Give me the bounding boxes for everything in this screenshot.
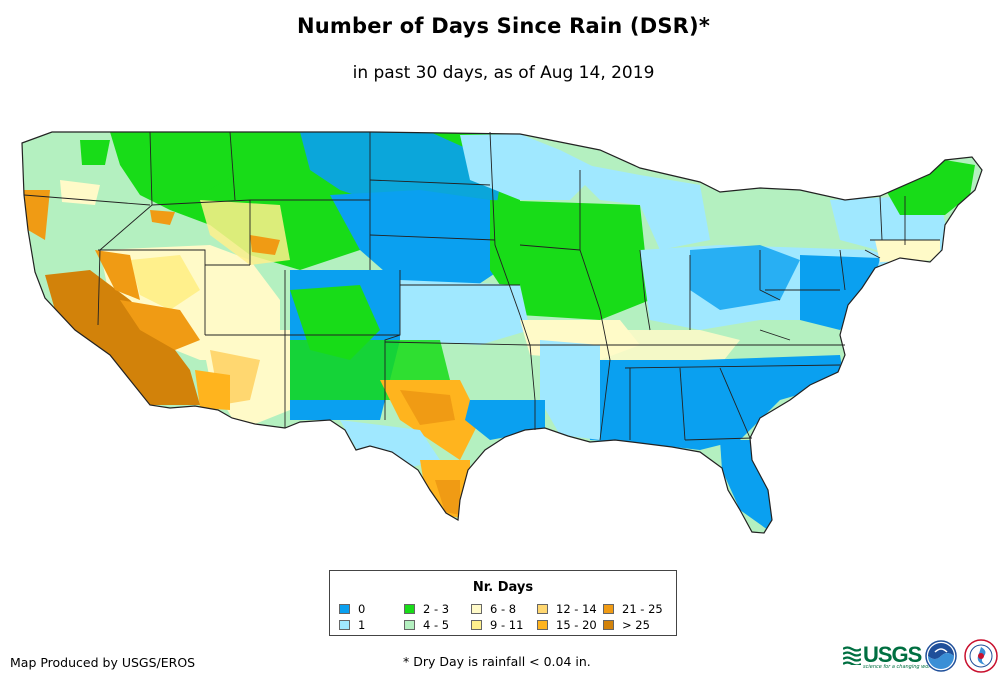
- map-legend: Nr. Days 0 1 2 - 3 4 - 5 6 - 8 9 - 11 12…: [329, 570, 677, 636]
- noaa-logo-icon: [925, 640, 957, 672]
- legend-item-gt-25: > 25: [603, 619, 650, 631]
- legend-swatch-15-20: [537, 620, 548, 630]
- legend-label-15-20: 15 - 20: [556, 618, 597, 632]
- legend-swatch-12-14: [537, 604, 548, 614]
- legend-item-12-14: 12 - 14: [537, 603, 597, 615]
- legend-label-gt-25: > 25: [622, 618, 650, 632]
- legend-label-6-8: 6 - 8: [490, 602, 517, 616]
- usgs-wave-icon: [843, 646, 861, 665]
- legend-swatch-2-3: [404, 604, 415, 614]
- legend-item-15-20: 15 - 20: [537, 619, 597, 631]
- legend-label-12-14: 12 - 14: [556, 602, 597, 616]
- legend-item-4-5: 4 - 5: [404, 619, 449, 631]
- legend-swatch-4-5: [404, 620, 415, 630]
- legend-swatch-21-25: [603, 604, 614, 614]
- legend-label-0: 0: [358, 602, 366, 616]
- legend-label-2-3: 2 - 3: [423, 602, 450, 616]
- map-subtitle: in past 30 days, as of Aug 14, 2019: [352, 63, 655, 83]
- legend-label-21-25: 21 - 25: [622, 602, 663, 616]
- legend-item-1: 1: [339, 619, 365, 631]
- nws-logo-icon: [964, 639, 998, 673]
- usgs-logo: USGS science for a changing world: [843, 642, 935, 670]
- usgs-wordmark: USGS: [863, 642, 922, 667]
- legend-swatch-0: [339, 604, 350, 614]
- map-credit: Map Produced by USGS/EROS: [10, 655, 196, 670]
- legend-swatch-1: [339, 620, 350, 630]
- legend-label-1: 1: [358, 618, 366, 632]
- legend-item-0: 0: [339, 603, 365, 615]
- legend-label-9-11: 9 - 11: [490, 618, 524, 632]
- legend-title: Nr. Days: [472, 580, 534, 595]
- legend-item-21-25: 21 - 25: [603, 603, 663, 615]
- legend-label-4-5: 4 - 5: [423, 618, 450, 632]
- legend-swatch-6-8: [471, 604, 482, 614]
- legend-swatch-9-11: [471, 620, 482, 630]
- legend-swatch-gt-25: [603, 620, 614, 630]
- legend-item-9-11: 9 - 11: [471, 619, 523, 631]
- legend-item-6-8: 6 - 8: [471, 603, 516, 615]
- usgs-tagline: science for a changing world: [863, 664, 935, 670]
- map-title: Number of Days Since Rain (DSR)*: [296, 14, 711, 38]
- legend-item-2-3: 2 - 3: [404, 603, 449, 615]
- dry-day-footnote: * Dry Day is rainfall < 0.04 in.: [403, 654, 591, 669]
